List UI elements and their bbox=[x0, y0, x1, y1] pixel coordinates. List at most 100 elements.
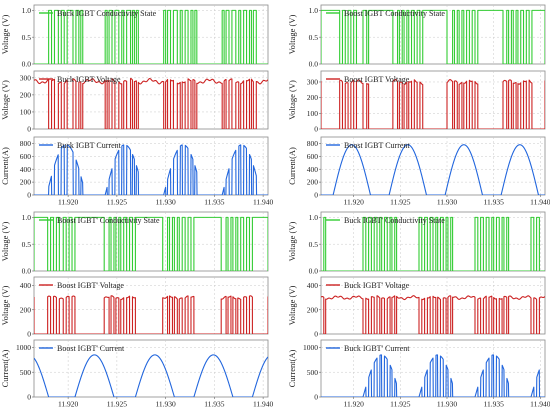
y-tick-label: 200 bbox=[307, 305, 319, 314]
series-line bbox=[34, 295, 268, 334]
y-tick-label: 600 bbox=[307, 152, 319, 161]
chart-panel: Boost IGBT' Conductivity State 0.0 0.5 1.0 V… bbox=[0, 211, 269, 276]
y-axis-label: Voltage (V) bbox=[0, 14, 10, 54]
y-tick-label: 400 bbox=[307, 165, 319, 174]
y-tick-label: 400 bbox=[20, 281, 32, 290]
x-tick-label: 11.925 bbox=[107, 400, 128, 409]
chart-panel: Boost IGBT' Current 0 500 1000 Current(A) 11.… bbox=[0, 339, 274, 409]
x-tick-label: 11.935 bbox=[483, 400, 504, 409]
y-axis-label: Current(A) bbox=[287, 147, 297, 185]
y-tick-label: 100 bbox=[307, 109, 319, 118]
series-line bbox=[321, 354, 545, 397]
x-tick-label: 11.930 bbox=[437, 198, 458, 207]
chart-panel: Buck IGBT Conductivity State 0.0 0.5 1.0 Vol… bbox=[0, 4, 269, 69]
x-tick-label: 11.930 bbox=[437, 400, 458, 409]
y-tick-label: 1.0 bbox=[309, 6, 319, 15]
y-tick-label: 300 bbox=[307, 78, 319, 87]
x-tick-label: 11.940 bbox=[253, 198, 274, 207]
legend-label: Buck IGBT Current bbox=[57, 141, 122, 150]
series-line bbox=[321, 79, 545, 129]
y-tick-label: 200 bbox=[307, 93, 319, 102]
y-axis-label: Current(A) bbox=[0, 147, 10, 185]
y-axis-label: Voltage (V) bbox=[0, 221, 10, 261]
legend-label: Buck IGBT' Voltage bbox=[344, 281, 410, 290]
chart-panel: Boost IGBT Current 0 200 400 600 800 Current(A… bbox=[287, 136, 550, 207]
y-axis-label: Current(A) bbox=[0, 349, 10, 387]
x-tick-label: 11.920 bbox=[343, 198, 364, 207]
chart-panel: Boost IGBT Voltage 0 100 200 300 Voltage (V) bbox=[287, 70, 546, 134]
y-tick-label: 200 bbox=[20, 90, 32, 99]
y-tick-label: 0 bbox=[27, 125, 31, 134]
legend-label: Boost IGBT Voltage bbox=[344, 75, 410, 84]
series-line bbox=[34, 144, 268, 195]
legend-label: Boost IGBT' Conductivity State bbox=[57, 216, 160, 225]
y-tick-label: 0.5 bbox=[22, 33, 32, 42]
x-tick-label: 11.940 bbox=[530, 400, 550, 409]
y-tick-label: 0.5 bbox=[309, 33, 319, 42]
x-tick-label: 11.940 bbox=[530, 198, 550, 207]
x-tick-label: 11.935 bbox=[483, 198, 504, 207]
legend-label: Buck IGBT' Conductivity State bbox=[344, 216, 445, 225]
chart-panel: Buck IGBT' Current 0 500 1000 Current(A) 11.9… bbox=[287, 339, 550, 409]
y-tick-label: 800 bbox=[20, 139, 32, 148]
y-tick-label: 300 bbox=[20, 73, 32, 82]
y-tick-label: 1000 bbox=[16, 343, 31, 352]
legend-label: Buck IGBT' Current bbox=[344, 344, 410, 353]
y-tick-label: 0.0 bbox=[22, 267, 32, 276]
y-tick-label: 200 bbox=[307, 178, 319, 187]
y-tick-label: 1.0 bbox=[309, 213, 319, 222]
y-tick-label: 0 bbox=[314, 191, 318, 200]
chart-panel: Buck IGBT' Voltage 0 200 400 Voltage (V) bbox=[287, 276, 546, 339]
x-tick-label: 11.925 bbox=[390, 198, 411, 207]
y-tick-label: 200 bbox=[20, 305, 32, 314]
y-tick-label: 200 bbox=[20, 178, 32, 187]
y-tick-label: 400 bbox=[20, 165, 32, 174]
y-tick-label: 1.0 bbox=[22, 213, 32, 222]
plot-frame bbox=[320, 136, 546, 196]
y-axis-label: Voltage (V) bbox=[0, 80, 10, 120]
legend-label: Buck IGBT Voltage bbox=[57, 75, 121, 84]
chart-panel: Buck IGBT Voltage 0 100 200 300 Voltage (V) bbox=[0, 70, 269, 134]
y-axis-label: Voltage (V) bbox=[287, 285, 297, 325]
y-axis-label: Current(A) bbox=[287, 349, 297, 387]
y-tick-label: 0 bbox=[314, 330, 318, 339]
y-tick-label: 0.5 bbox=[309, 240, 319, 249]
chart-panel: Boost IGBT' Voltage 0 200 400 Voltage (V) bbox=[0, 276, 269, 339]
y-tick-label: 500 bbox=[20, 368, 32, 377]
x-tick-label: 11.935 bbox=[204, 198, 225, 207]
y-tick-label: 0 bbox=[314, 393, 318, 402]
x-tick-label: 11.930 bbox=[155, 198, 176, 207]
y-tick-label: 1000 bbox=[303, 343, 318, 352]
y-tick-label: 0 bbox=[27, 191, 31, 200]
x-tick-label: 11.925 bbox=[107, 198, 128, 207]
y-axis-label: Voltage (V) bbox=[287, 80, 297, 120]
y-tick-label: 0.5 bbox=[22, 240, 32, 249]
y-tick-label: 0.0 bbox=[22, 60, 32, 69]
legend-label: Boost IGBT' Current bbox=[57, 344, 125, 353]
plot-frame bbox=[33, 276, 269, 335]
chart-panel: Boost IGBT Conductivity State 0.0 0.5 1.0 Vo… bbox=[287, 4, 546, 69]
y-tick-label: 400 bbox=[307, 281, 319, 290]
y-tick-label: 0.0 bbox=[309, 267, 319, 276]
y-tick-label: 0 bbox=[27, 330, 31, 339]
x-tick-label: 11.930 bbox=[155, 400, 176, 409]
x-tick-label: 11.920 bbox=[58, 198, 79, 207]
series-line bbox=[34, 9, 268, 64]
x-tick-label: 11.925 bbox=[390, 400, 411, 409]
x-tick-label: 11.940 bbox=[253, 400, 274, 409]
x-tick-label: 11.935 bbox=[204, 400, 225, 409]
x-tick-label: 11.920 bbox=[343, 400, 364, 409]
y-tick-label: 1.0 bbox=[22, 6, 32, 15]
chart-panel: Buck IGBT Current 0 200 400 600 800 Current(A)… bbox=[0, 136, 274, 207]
y-tick-label: 500 bbox=[307, 368, 319, 377]
series-line bbox=[34, 354, 268, 397]
series-line bbox=[321, 295, 545, 334]
legend-label: Boost IGBT' Voltage bbox=[57, 281, 124, 290]
y-axis-label: Voltage (V) bbox=[0, 285, 10, 325]
y-tick-label: 0 bbox=[314, 125, 318, 134]
legend-label: Boost IGBT Conductivity State bbox=[344, 9, 445, 18]
y-axis-label: Voltage (V) bbox=[287, 221, 297, 261]
chart-panel: Buck IGBT' Conductivity State 0.0 0.5 1.0 Vo… bbox=[287, 211, 546, 276]
y-tick-label: 600 bbox=[20, 152, 32, 161]
